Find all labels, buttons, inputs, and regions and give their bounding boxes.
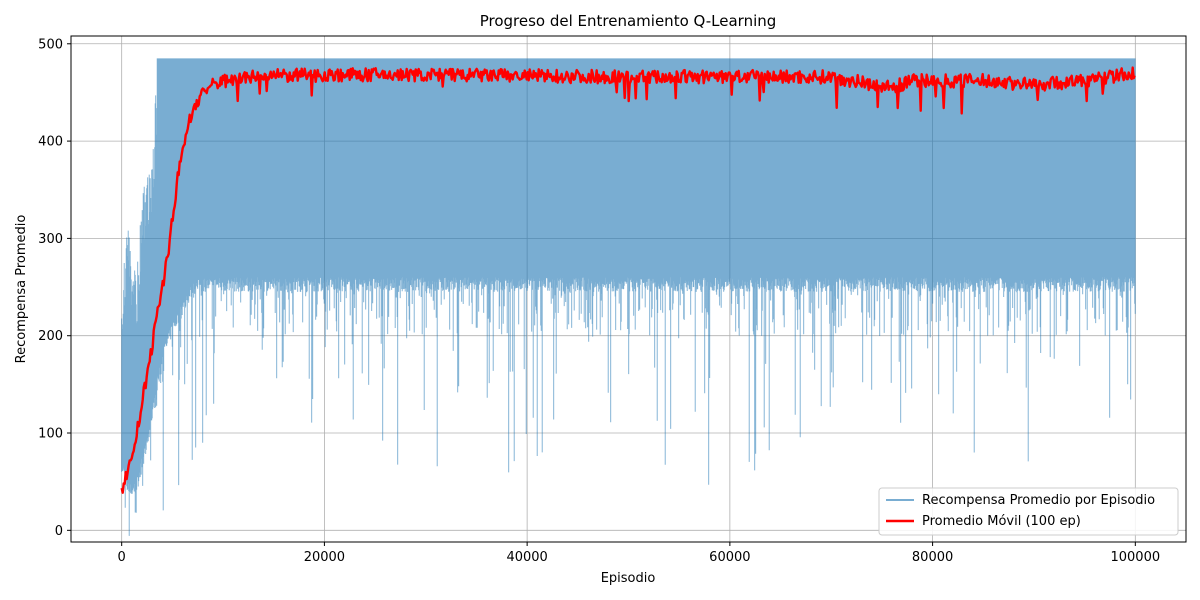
x-tick-label: 40000: [506, 550, 547, 565]
y-tick-label: 100: [38, 427, 63, 442]
reward-series-group: [121, 58, 1136, 536]
x-axis-ticks: 0 20000 40000 60000 80000 100000: [118, 542, 1160, 565]
y-axis-ticks: 0 100 200 300 400 500: [38, 37, 71, 539]
legend-label-moving-average: Promedio Móvil (100 ep): [922, 514, 1081, 529]
legend-box: [878, 487, 1179, 536]
x-tick-label: 20000: [304, 550, 345, 565]
reward-series-line: [121, 58, 1136, 536]
moving-average-line: [120, 66, 1136, 494]
y-tick-label: 0: [55, 524, 63, 539]
moving-average-series: [120, 66, 1136, 494]
x-axis-label: Episodio: [601, 571, 656, 586]
reward-series-band: [121, 58, 1136, 536]
legend-label-reward: Recompensa Promedio por Episodio: [922, 493, 1155, 508]
y-axis-label: Recompensa Promedio: [14, 215, 29, 364]
y-tick-label: 300: [38, 232, 63, 247]
y-tick-label: 400: [38, 135, 63, 150]
legend: Recompensa Promedio por Episodio Promedi…: [878, 487, 1179, 536]
plot-frame: [70, 35, 1187, 543]
y-tick-label: 200: [38, 329, 63, 344]
x-tick-label: 80000: [912, 550, 953, 565]
x-tick-label: 100000: [1110, 550, 1160, 565]
chart-title: Progreso del Entrenamiento Q-Learning: [480, 12, 777, 30]
y-tick-label: 500: [38, 37, 63, 52]
x-tick-label: 0: [118, 550, 126, 565]
x-tick-label: 60000: [709, 550, 750, 565]
